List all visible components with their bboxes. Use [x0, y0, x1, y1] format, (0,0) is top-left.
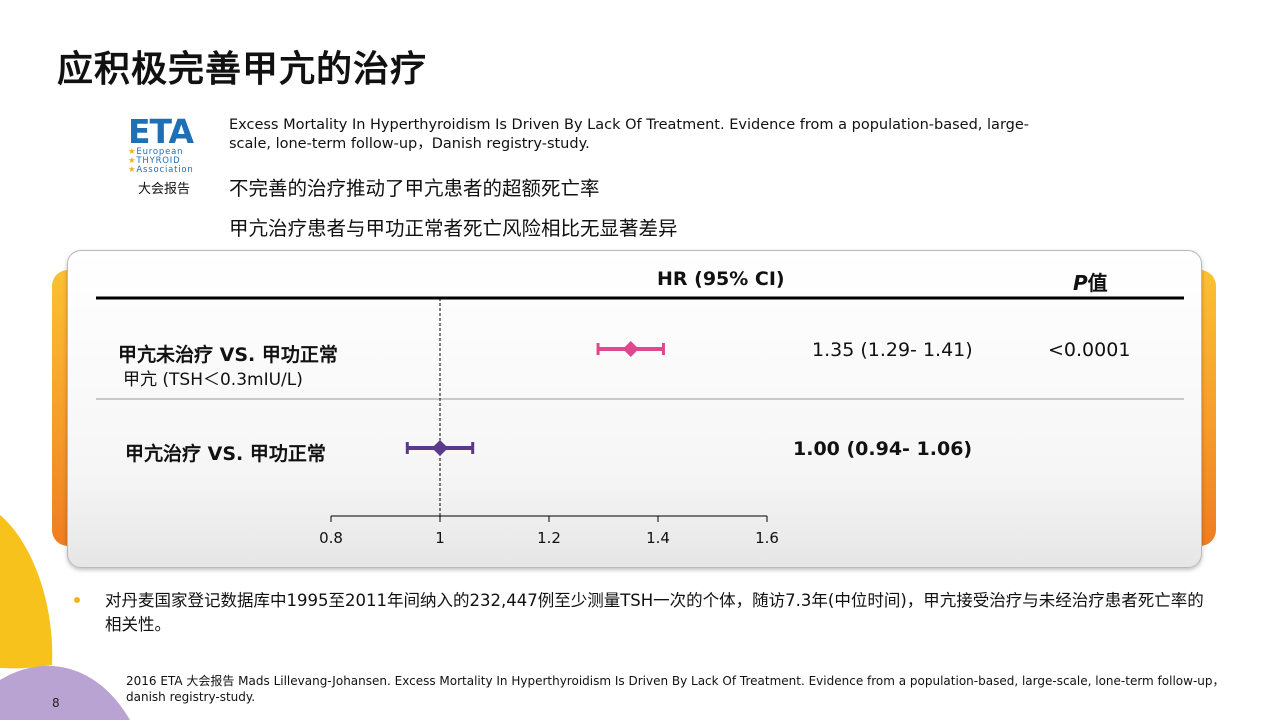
p-column-header: P值	[1073, 271, 1108, 295]
eta-logo: ETA ★European ★THYROID ★Association	[128, 115, 208, 195]
x-tick-label: 1	[435, 529, 445, 547]
finding-1: 不完善的治疗推动了甲亢患者的超额死亡率	[229, 177, 600, 200]
logo-line1: European	[136, 147, 184, 157]
x-tick-label: 1.4	[646, 529, 670, 547]
logo-line3: Association	[136, 165, 194, 175]
page-number: 8	[52, 696, 60, 710]
reference-text: 2016 ETA 大会报告 Mads Lillevang-Johansen. E…	[126, 674, 1225, 704]
x-tick-label: 0.8	[319, 529, 343, 547]
finding-2: 甲亢治疗患者与甲功正常者死亡风险相比无显著差异	[229, 217, 678, 240]
x-tick-label: 1.2	[537, 529, 561, 547]
forest-plot-panel	[67, 250, 1202, 568]
row-2-hr: 1.00 (0.94- 1.06)	[793, 438, 973, 460]
row-1-p-value: <0.0001	[1048, 339, 1131, 361]
bullet-text: 对丹麦国家登记数据库中1995至2011年间纳入的232,447例至少测量TSH…	[105, 591, 1204, 634]
logo-caption: 大会报告	[138, 182, 191, 197]
x-tick-label: 1.6	[755, 529, 779, 547]
row-1-hr: 1.35 (1.29- 1.41)	[812, 339, 973, 361]
hr-column-header: HR (95% CI)	[657, 268, 785, 290]
study-title: Excess Mortality In Hyperthyroidism Is D…	[229, 117, 1030, 152]
hr-point-marker	[432, 440, 448, 456]
row-1-sublabel: 甲亢 (TSH＜0.3mIU/L)	[123, 370, 303, 390]
slide-title: 应积极完善甲亢的治疗	[57, 49, 428, 90]
row-1-label: 甲亢未治疗 VS. 甲功正常	[118, 344, 338, 366]
row-2-label: 甲亢治疗 VS. 甲功正常	[125, 443, 326, 465]
logo-line2: THYROID	[136, 156, 181, 166]
logo-mark: ETA	[128, 112, 194, 151]
hr-point-marker	[622, 341, 639, 357]
bullet-icon	[74, 597, 80, 603]
